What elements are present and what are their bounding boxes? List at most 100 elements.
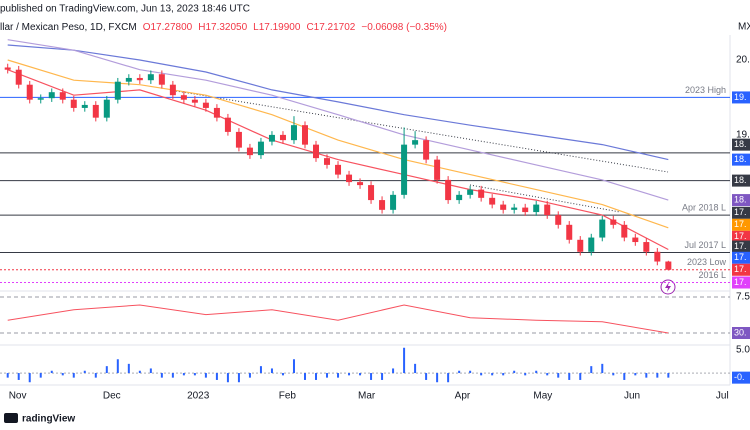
candle-body [37, 98, 44, 100]
candle-body [224, 117, 231, 132]
candle-body [478, 189, 485, 198]
price-badge-label: 18. [734, 139, 747, 149]
price-badge-label: 30. [734, 327, 747, 337]
price-badge [732, 240, 750, 253]
histogram-bar [138, 370, 141, 374]
candle-body [544, 204, 551, 216]
price-badge-label: 17. [734, 219, 747, 229]
price-badge [732, 230, 750, 243]
y-tick-label: 19. [736, 130, 750, 141]
histogram-bar [524, 373, 527, 376]
legend-value: −0.06098 (−0.35%) [361, 22, 447, 33]
histogram-bar [171, 373, 174, 378]
candle-body [643, 242, 650, 252]
candle-body [81, 104, 88, 108]
candle-body [103, 99, 110, 118]
price-badge-label: 17. [734, 231, 747, 241]
logo [4, 413, 18, 423]
histogram-bar [61, 373, 64, 376]
histogram-bar [447, 373, 450, 383]
candle-body [257, 141, 264, 156]
candle-body [533, 204, 540, 213]
histogram-bar [436, 373, 439, 383]
y-tick-label: 7.5 [736, 292, 750, 303]
candle-body [588, 237, 595, 252]
candle-body [213, 107, 220, 118]
y-tick-label: 5.0 [736, 345, 750, 356]
price-badge [732, 206, 750, 219]
event-icon-bolt [665, 282, 671, 292]
candle-body [4, 67, 11, 70]
price-badge [732, 251, 750, 264]
price-badge [732, 371, 750, 384]
histogram-bar [337, 373, 340, 378]
price-badge [732, 138, 750, 151]
level-label: Apr 2018 L [682, 202, 726, 212]
candle-body [268, 134, 275, 142]
x-tick-label: 2023 [187, 391, 210, 402]
histogram-bar [83, 370, 86, 374]
candle-body [379, 200, 386, 210]
histogram-bar [127, 363, 130, 374]
price-badge-label: 17. [734, 277, 747, 287]
histogram-bar [623, 373, 626, 380]
candle-body [147, 74, 154, 81]
histogram-bar [105, 366, 108, 374]
candle-body [313, 144, 320, 159]
level-label: 2023 Low [687, 257, 727, 267]
price-badge-label: 18. [734, 175, 747, 185]
candle-body [125, 77, 132, 82]
histogram-bar [303, 373, 306, 380]
histogram-bar [149, 368, 152, 374]
candle-body [665, 261, 672, 270]
histogram-bar [215, 373, 218, 380]
price-badge [732, 153, 750, 166]
histogram-bar [656, 373, 659, 378]
candle-body [423, 140, 430, 160]
histogram-bar [381, 373, 384, 380]
histogram-bar [370, 373, 373, 380]
histogram-bar [414, 363, 417, 374]
candle-body [290, 125, 297, 141]
candle-body [434, 159, 441, 180]
histogram-bar [425, 373, 428, 380]
candle-body [489, 197, 496, 205]
candle-body [70, 99, 77, 108]
candle-body [357, 182, 364, 186]
candle-body [324, 158, 331, 165]
x-tick-label: Feb [279, 391, 297, 402]
candle-body [301, 125, 308, 145]
histogram-bar [557, 373, 560, 378]
histogram-bar [160, 373, 163, 378]
histogram-bar [259, 366, 262, 374]
price-badge-label: 17. [734, 241, 747, 251]
rsi-line [7, 304, 669, 334]
histogram-bar [315, 373, 318, 380]
price-badge-label: 18. [734, 194, 747, 204]
legend-value: H17.32050 [198, 22, 247, 33]
candle-body [467, 189, 474, 195]
histogram-bar [292, 359, 295, 374]
x-tick-label: Apr [455, 391, 471, 402]
candle-body [632, 237, 639, 243]
histogram-bar [667, 373, 670, 378]
histogram-bar [39, 373, 42, 378]
legend-title: llar / Mexican Peso, 1D, FXCM [0, 22, 137, 33]
brand: radingView [22, 414, 75, 425]
histogram-bar [237, 373, 240, 383]
moving-average [7, 44, 669, 161]
candle-body [346, 174, 353, 183]
histogram-bar [480, 373, 483, 376]
histogram-bar [513, 370, 516, 374]
candle-body [59, 92, 66, 100]
candle-body [445, 179, 452, 201]
histogram-bar [403, 347, 406, 374]
histogram-bar [50, 370, 53, 374]
price-badge-label: 18. [734, 154, 747, 164]
candle-body [114, 81, 121, 100]
histogram-bar [270, 368, 273, 374]
candle-body [136, 77, 143, 81]
price-badge [732, 327, 750, 339]
candle-body [368, 185, 375, 201]
price-badge-label: 19. [734, 92, 747, 102]
